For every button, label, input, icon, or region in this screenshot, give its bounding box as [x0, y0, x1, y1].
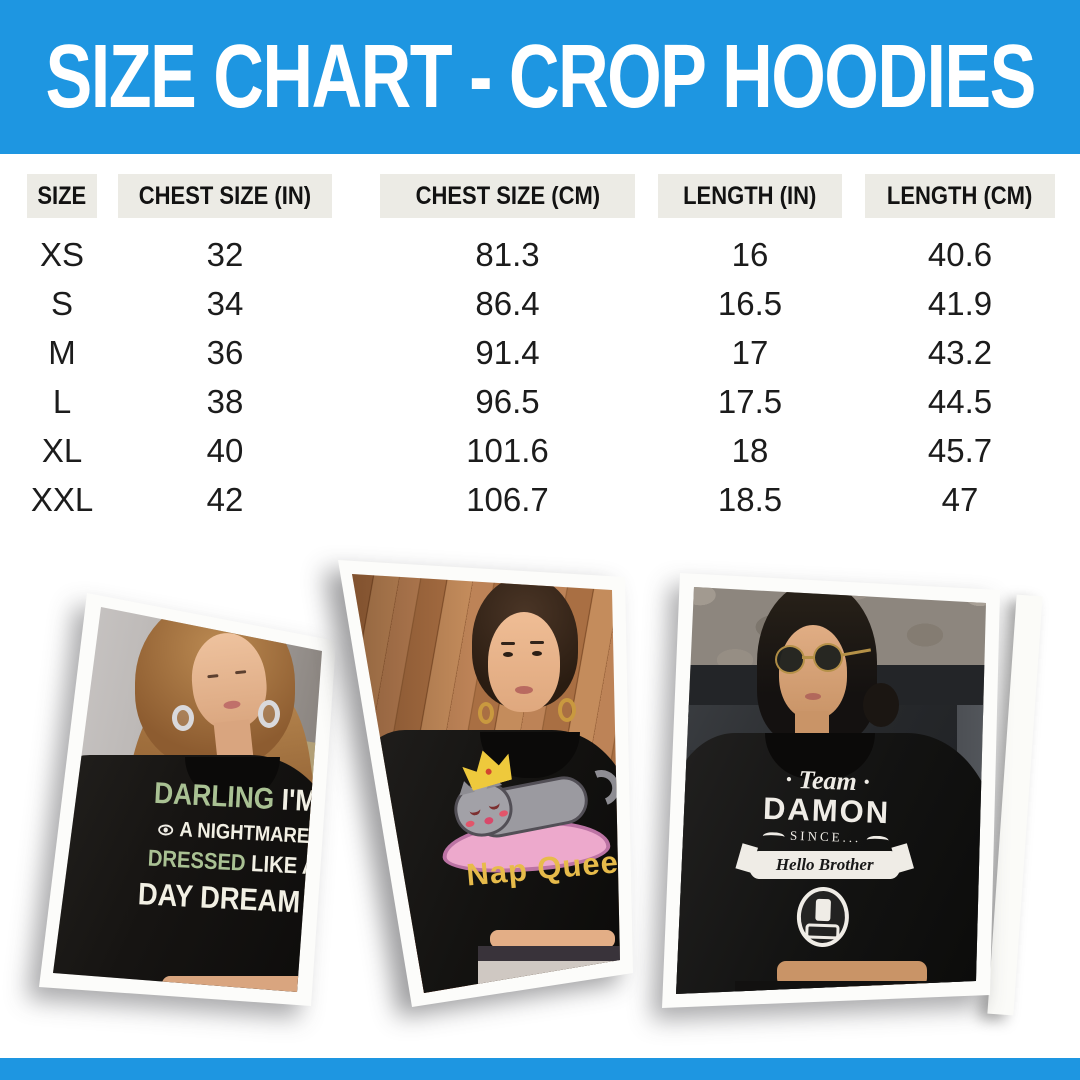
photo-frame: DARLING I'M A NIGHTMARE DRESSED LIKE A D…: [39, 593, 336, 1006]
hoop-earring: [172, 705, 194, 731]
table-row-xxl: XXL 42 106.7 18.5 47: [0, 475, 1080, 524]
cell-size: M: [48, 333, 76, 371]
model-midriff: [162, 976, 312, 992]
photo-scene: DARLING I'M A NIGHTMARE DRESSED LIKE A D…: [53, 607, 322, 992]
table-row-m: M 36 91.4 17 43.2: [0, 328, 1080, 377]
size-table: SIZE CHEST SIZE (IN) CHEST SIZE (CM) LEN…: [0, 174, 1080, 524]
photo-team-damon: · Team · DAMON SINCE... Hello Brother: [655, 565, 1015, 1020]
cell-size: XXL: [30, 480, 94, 518]
model-midriff: [490, 930, 615, 948]
dreamcatcher-icon: [305, 895, 322, 916]
hoop-earring: [258, 700, 280, 728]
cell-chest-cm: 91.4: [475, 333, 540, 371]
col-header-length-cm: LENGTH (CM): [865, 174, 1055, 218]
cell-length-cm: 43.2: [927, 333, 993, 371]
cell-length-in: 18.5: [717, 480, 783, 518]
cell-length-cm: 44.5: [927, 382, 993, 420]
cell-length-in: 18: [731, 431, 769, 469]
header-banner: SIZE CHART - CROP HOODIES: [0, 0, 1080, 154]
col-header-chest-in: CHEST SIZE (IN): [118, 174, 332, 218]
cell-length-in: 16.5: [717, 284, 783, 322]
cell-chest-cm: 81.3: [475, 235, 540, 273]
photo-collage: DARLING I'M A NIGHTMARE DRESSED LIKE A D…: [0, 540, 1080, 1080]
cell-length-in: 16: [731, 235, 769, 273]
cell-size: L: [52, 382, 72, 420]
sunglasses-lens: [775, 645, 805, 674]
cell-chest-cm: 101.6: [466, 431, 549, 469]
daylight-ring-crest-icon: [795, 885, 850, 948]
model-lips: [805, 693, 821, 700]
cell-chest-cm: 86.4: [475, 284, 540, 322]
col-header-size: SIZE: [27, 174, 97, 218]
eye-doodle-icon: [158, 824, 174, 836]
cell-chest-in: 42: [206, 480, 244, 518]
footer-bar: [0, 1058, 1080, 1080]
table-row-xs: XS 32 81.3 16 40.6: [0, 230, 1080, 279]
photo-scene: · Team · DAMON SINCE... Hello Brother: [676, 587, 986, 994]
photo-nap-queen: Nap Queen: [330, 552, 645, 1015]
cell-length-in: 17.5: [717, 382, 783, 420]
hair-bun: [863, 683, 899, 727]
cell-chest-cm: 96.5: [475, 382, 540, 420]
cell-length-in: 17: [731, 333, 769, 371]
cell-size: S: [50, 284, 73, 322]
wing-flourish-icon: [762, 831, 786, 842]
cell-chest-in: 32: [206, 235, 244, 273]
gold-hoop-earring: [478, 702, 494, 724]
black-crop-hoodie: [53, 755, 322, 992]
cell-size: XL: [41, 431, 83, 469]
cell-chest-cm: 106.7: [466, 480, 549, 518]
cell-length-cm: 45.7: [927, 431, 993, 469]
cell-length-cm: 40.6: [927, 235, 993, 273]
cell-chest-in: 38: [206, 382, 244, 420]
photo-darling-daydream: DARLING I'M A NIGHTMARE DRESSED LIKE A D…: [20, 585, 345, 1045]
hoodie-slogan: DARLING I'M A NIGHTMARE DRESSED LIKE A D…: [125, 777, 322, 920]
sunglasses-lens: [813, 643, 843, 672]
damon-text: DAMON: [762, 791, 891, 831]
photo-frame: Nap Queen: [338, 560, 633, 1007]
col-header-length-in: LENGTH (IN): [658, 174, 842, 218]
table-row-xl: XL 40 101.6 18 45.7: [0, 426, 1080, 475]
photo-scene: Nap Queen: [352, 574, 620, 993]
table-row-s: S 34 86.4 16.5 41.9: [0, 279, 1080, 328]
wing-flourish-icon: [866, 835, 889, 846]
model-face: [488, 612, 560, 712]
cell-chest-in: 36: [206, 333, 244, 371]
cell-length-cm: 47: [941, 480, 979, 518]
hello-brother-banner: Hello Brother: [748, 850, 901, 879]
cell-chest-in: 40: [206, 431, 244, 469]
photo-frame: · Team · DAMON SINCE... Hello Brother: [662, 573, 1000, 1008]
page-title: SIZE CHART - CROP HOODIES: [45, 27, 1036, 127]
cell-chest-in: 34: [206, 284, 244, 322]
sunglasses-bridge: [802, 656, 814, 659]
gold-hoop-earring: [558, 698, 576, 722]
table-row-l: L 38 96.5 17.5 44.5: [0, 377, 1080, 426]
col-header-chest-cm: CHEST SIZE (CM): [380, 174, 635, 218]
team-damon-design: · Team · DAMON SINCE... Hello Brother: [742, 764, 908, 949]
cell-size: XS: [39, 235, 85, 273]
cell-length-cm: 41.9: [927, 284, 993, 322]
waistband: [478, 946, 620, 961]
dark-bottoms: [735, 981, 960, 994]
